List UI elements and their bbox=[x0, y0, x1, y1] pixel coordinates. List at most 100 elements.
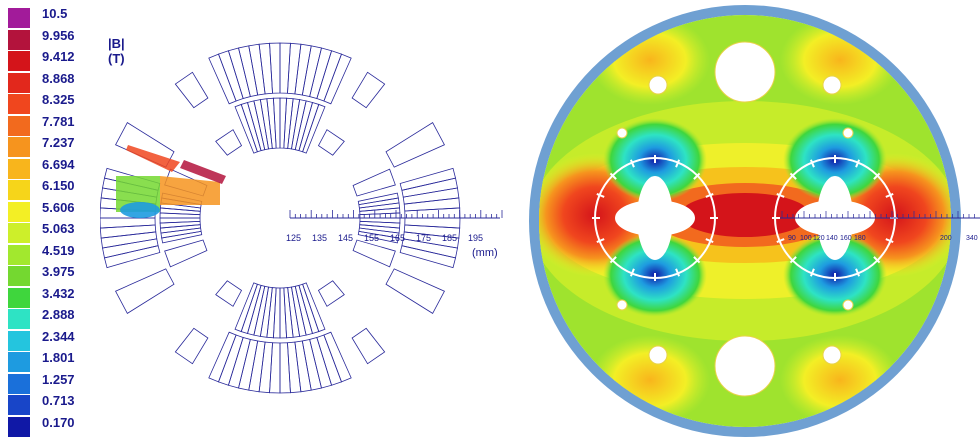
coil-block bbox=[164, 239, 208, 268]
small-hole bbox=[822, 345, 842, 365]
magnet-cross-section: 90 100 120 140 160 180 200 340 bbox=[529, 5, 980, 437]
conductor-strand bbox=[358, 224, 401, 234]
boundary-tick bbox=[705, 192, 714, 198]
legend-value: 6.150 bbox=[42, 178, 75, 193]
coil-block bbox=[351, 71, 386, 109]
conductor-strand bbox=[164, 239, 208, 268]
conductor-strand bbox=[385, 122, 445, 168]
small-hole bbox=[648, 345, 668, 365]
conductor-strand bbox=[287, 286, 301, 338]
legend-unit-label: |B| (T) bbox=[108, 36, 125, 66]
boundary-tick bbox=[629, 159, 635, 168]
position-axis: 125 135 145 155 165 175 185 195 (mm) bbox=[286, 210, 503, 259]
legend-swatch bbox=[8, 94, 30, 114]
coil-block-diagram: 125 135 145 155 165 175 185 195 (mm) bbox=[100, 42, 503, 394]
axis-tick-label: 90 bbox=[788, 235, 796, 242]
field-region bbox=[126, 145, 180, 172]
coil-block bbox=[352, 168, 396, 197]
conductor-strand bbox=[159, 212, 201, 219]
conductor-strand bbox=[159, 220, 201, 229]
conductor-strand bbox=[287, 98, 301, 150]
boundary-tick bbox=[675, 268, 681, 277]
axis-tick-label: 145 bbox=[338, 233, 353, 243]
small-hole bbox=[822, 75, 842, 95]
axis-tick-label: 155 bbox=[364, 233, 379, 243]
boundary-tick bbox=[705, 238, 714, 244]
boundary-tick bbox=[776, 238, 785, 244]
legend-swatch bbox=[8, 287, 30, 308]
conductor-strand bbox=[317, 280, 345, 307]
legend-value: 1.257 bbox=[42, 371, 75, 387]
conductor-strand bbox=[294, 43, 312, 96]
conductor-strand bbox=[259, 286, 273, 338]
legend-value: 0.713 bbox=[42, 393, 75, 408]
left-aperture bbox=[615, 176, 695, 260]
legend-value: 3.975 bbox=[42, 264, 75, 279]
axis-tick-label: 165 bbox=[390, 233, 405, 243]
legend-swatch bbox=[8, 352, 30, 372]
axis-tick-label: 135 bbox=[312, 233, 327, 243]
conductor-strand bbox=[227, 336, 251, 389]
coil-block bbox=[174, 327, 209, 365]
conductor-strand bbox=[253, 99, 269, 151]
conductor-strand bbox=[352, 168, 396, 197]
conductor-strand bbox=[399, 245, 457, 269]
conductor-strand bbox=[302, 282, 326, 333]
boundary-tick bbox=[596, 192, 605, 198]
boundary-tick bbox=[693, 256, 701, 264]
legend-swatch bbox=[8, 266, 30, 286]
conductor-strand bbox=[294, 340, 312, 393]
legend-swatch bbox=[8, 115, 30, 136]
conductor-strand bbox=[279, 42, 291, 94]
conductor-strand bbox=[287, 341, 302, 394]
conductor-strand bbox=[258, 341, 273, 394]
boundary-tick bbox=[609, 172, 617, 180]
legend-value: 10.5 bbox=[42, 6, 68, 21]
small-hole bbox=[616, 299, 628, 311]
legend-value: 4.519 bbox=[42, 242, 75, 258]
boundary-tick bbox=[885, 238, 894, 244]
legend-value: 8.325 bbox=[42, 92, 75, 107]
legend-value: 8.868 bbox=[42, 70, 75, 86]
conductor-strand bbox=[174, 71, 209, 109]
conductor-strand bbox=[248, 340, 266, 393]
conductor-strand bbox=[316, 334, 343, 386]
boundary-tick bbox=[609, 256, 617, 264]
conductor-strand bbox=[291, 285, 307, 337]
coil-block bbox=[351, 327, 386, 365]
conductor-strand bbox=[217, 50, 244, 102]
coil-block bbox=[174, 71, 209, 109]
axis-tick-label: 185 bbox=[442, 233, 457, 243]
axis-tick-label: 120 bbox=[813, 235, 825, 242]
conductor-strand bbox=[161, 230, 203, 244]
axis-tick-label: 180 bbox=[854, 235, 866, 242]
boundary-tick bbox=[873, 172, 881, 180]
conductor-strand bbox=[258, 42, 273, 95]
legend-swatch bbox=[8, 158, 30, 179]
lower-hole bbox=[714, 335, 776, 397]
conductor-strand bbox=[358, 197, 400, 209]
coil-block bbox=[317, 280, 345, 307]
conductor-strand bbox=[279, 97, 288, 149]
legend-swatch bbox=[8, 51, 30, 71]
legend-swatch bbox=[8, 201, 30, 222]
field-region bbox=[160, 176, 220, 205]
conductor-strand bbox=[309, 47, 333, 100]
axis-tick-label: 195 bbox=[468, 233, 483, 243]
axis-tick-label: 200 bbox=[940, 235, 952, 242]
coil-block bbox=[215, 280, 243, 307]
cross-axis: 90 100 120 140 160 180 200 340 bbox=[780, 211, 980, 242]
legend-swatch bbox=[8, 416, 30, 437]
conductor-strand bbox=[215, 280, 243, 307]
legend-value: 6.694 bbox=[42, 156, 75, 172]
legend-swatch bbox=[8, 244, 30, 265]
conductor-strand bbox=[240, 101, 262, 153]
coil-field-map bbox=[116, 145, 226, 218]
conductor-strand bbox=[234, 282, 258, 333]
conductor-strand bbox=[359, 207, 401, 216]
legend-value: 7.781 bbox=[42, 113, 75, 129]
legend-value: 2.888 bbox=[42, 307, 75, 322]
field-region bbox=[120, 202, 160, 218]
boundary-tick bbox=[776, 192, 785, 198]
conductor-strand bbox=[357, 192, 399, 206]
